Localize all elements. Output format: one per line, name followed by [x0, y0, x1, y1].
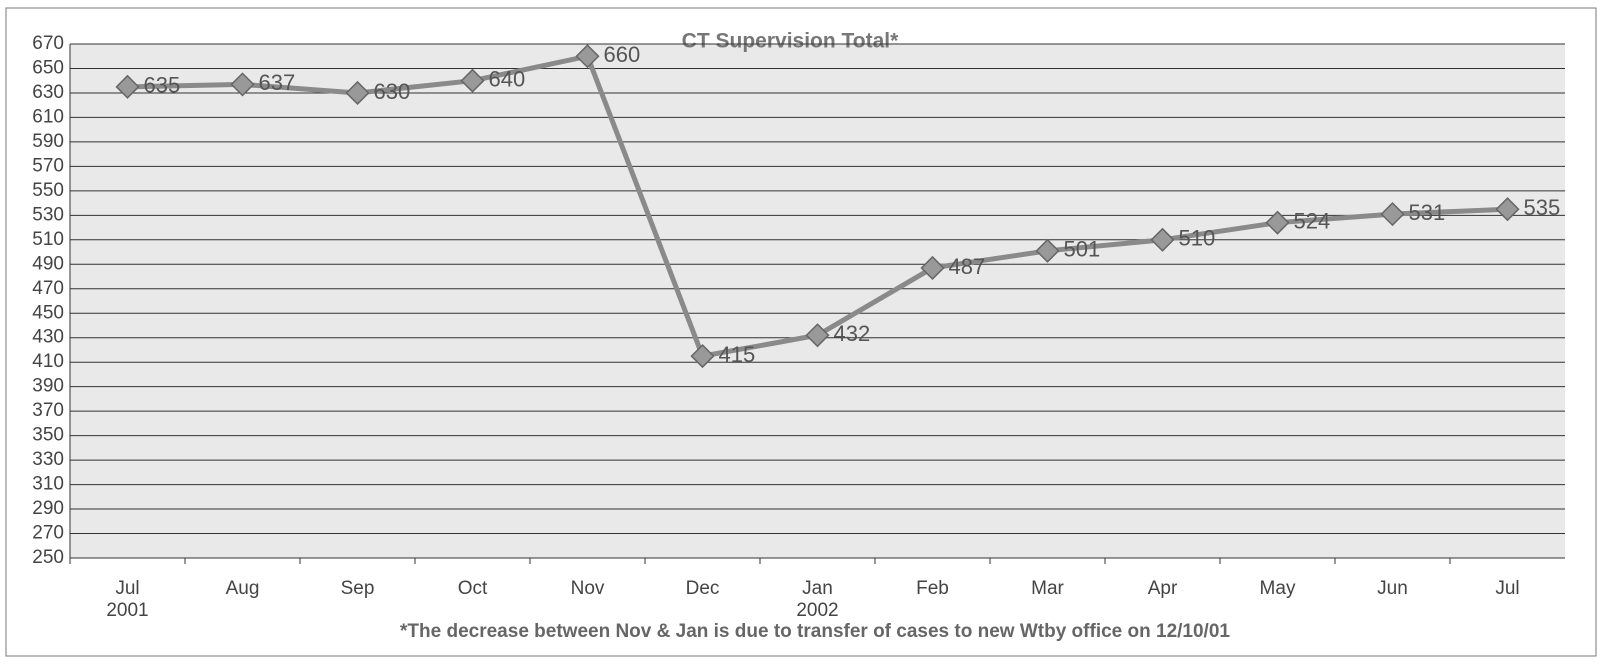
x-tick-label: May: [1259, 578, 1296, 599]
marker: [1150, 227, 1175, 252]
data-label: 524: [1294, 208, 1331, 233]
y-tick-label: 530: [32, 204, 64, 225]
marker: [460, 68, 485, 93]
data-label: 635: [144, 73, 181, 98]
marker: [345, 80, 370, 106]
x-tick-label: Jul 2001: [106, 578, 149, 621]
marker: [115, 74, 140, 99]
data-label: 640: [489, 67, 526, 92]
y-tick-label: 450: [32, 302, 64, 323]
data-label: 660: [604, 42, 641, 67]
y-tick-label: 430: [32, 327, 64, 348]
y-tick-label: 590: [32, 131, 64, 152]
marker: [805, 323, 830, 348]
data-label: 510: [1179, 226, 1216, 251]
y-tick-label: 570: [32, 155, 64, 176]
x-tick-label: Sep: [340, 578, 375, 599]
y-tick-label: 610: [32, 106, 64, 127]
data-label: 637: [259, 70, 296, 95]
x-tick-label: Dec: [685, 578, 720, 599]
marker: [230, 72, 255, 97]
x-tick-label: Jun: [1377, 578, 1408, 599]
data-label: 535: [1524, 195, 1561, 220]
data-label: 531: [1409, 200, 1446, 225]
marker: [1380, 202, 1405, 227]
y-tick-label: 650: [32, 57, 64, 78]
y-tick-label: 250: [32, 547, 64, 568]
x-tick-label: Feb: [916, 578, 949, 599]
data-label: 415: [719, 342, 756, 367]
y-tick-label: 470: [32, 278, 64, 299]
y-tick-label: 410: [32, 351, 64, 372]
marker: [1265, 210, 1290, 235]
marker: [1495, 197, 1520, 222]
y-tick-label: 670: [32, 33, 64, 54]
y-tick-label: 310: [32, 474, 64, 495]
x-tick-label: Mar: [1031, 578, 1064, 599]
marker: [1035, 238, 1060, 263]
data-label: 487: [949, 254, 986, 279]
plot-area: [70, 44, 1565, 558]
annotation: *The decrease between Nov & Jan is due t…: [400, 621, 1230, 642]
x-tick-label: Aug: [225, 578, 260, 599]
y-tick-label: 390: [32, 376, 64, 397]
x-tick-label: Oct: [457, 578, 488, 599]
x-tick-label: Nov: [570, 578, 605, 599]
y-tick-label: 290: [32, 498, 64, 519]
y-tick-label: 550: [32, 180, 64, 201]
data-label: 501: [1064, 237, 1101, 262]
chart-title: CT Supervision Total*: [682, 30, 899, 53]
y-tick-label: 370: [32, 400, 64, 421]
marker: [575, 44, 600, 69]
y-tick-label: 490: [32, 253, 64, 274]
marker: [920, 255, 945, 281]
y-tick-label: 510: [32, 229, 64, 250]
x-tick-label: Jan 2002: [796, 578, 839, 621]
x-tick-label: Jul: [1495, 578, 1520, 599]
marker: [690, 344, 715, 369]
data-label: 630: [374, 79, 411, 104]
y-tick-label: 350: [32, 425, 64, 446]
y-tick-label: 330: [32, 449, 64, 470]
data-label: 432: [834, 321, 871, 346]
x-tick-label: Apr: [1147, 578, 1178, 599]
y-tick-label: 630: [32, 82, 64, 103]
y-tick-label: 270: [32, 523, 64, 544]
